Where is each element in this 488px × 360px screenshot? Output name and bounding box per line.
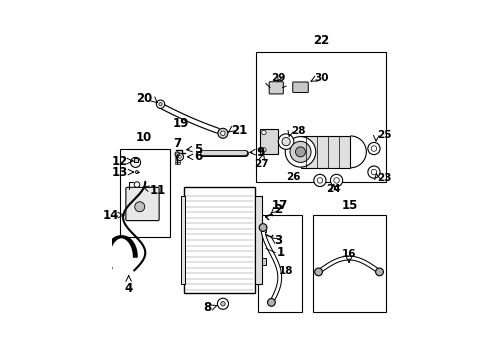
Text: 25: 25 [376,130,390,140]
Circle shape [218,128,227,138]
Circle shape [135,171,138,174]
Text: 18: 18 [278,266,292,275]
Text: 17: 17 [271,199,287,212]
Text: 11: 11 [149,184,165,197]
Bar [181,195,184,284]
Text: 26: 26 [286,172,300,182]
FancyBboxPatch shape [268,82,283,94]
Text: 8: 8 [203,301,211,314]
Text: 24: 24 [326,184,341,194]
Text: 10: 10 [136,131,152,144]
Text: 30: 30 [314,73,328,83]
Circle shape [367,166,379,178]
Bar [183,187,254,293]
Circle shape [217,298,228,309]
Text: 16: 16 [341,249,356,259]
Text: 12: 12 [112,154,128,167]
Bar [133,158,137,162]
Bar [260,129,278,154]
Circle shape [220,302,224,306]
Circle shape [134,182,140,187]
Circle shape [317,177,322,183]
Circle shape [261,130,265,135]
Circle shape [176,153,183,161]
Bar [174,158,179,159]
Bar [261,225,265,232]
Bar [174,156,179,157]
Circle shape [159,103,162,106]
Bar [312,215,386,312]
Circle shape [330,174,342,186]
Circle shape [313,174,325,186]
Circle shape [135,202,144,212]
Text: 13: 13 [112,166,128,179]
Circle shape [285,136,315,167]
FancyBboxPatch shape [125,187,159,221]
Bar [257,215,301,312]
Text: 22: 22 [312,34,329,48]
Circle shape [267,298,275,306]
Text: 23: 23 [377,173,391,183]
Circle shape [289,141,310,162]
Bar [254,195,261,284]
Circle shape [156,100,164,108]
Bar [300,136,350,168]
FancyBboxPatch shape [292,82,307,93]
Text: 3: 3 [274,234,282,247]
Circle shape [175,152,179,156]
Text: 20: 20 [136,92,152,105]
Text: 15: 15 [341,199,357,212]
Circle shape [278,134,293,149]
Circle shape [261,148,265,152]
Circle shape [259,224,266,231]
Text: 29: 29 [270,73,285,83]
Circle shape [370,169,376,175]
Circle shape [295,147,305,157]
Text: 4: 4 [124,282,133,294]
Text: 5: 5 [193,143,202,156]
Text: 19: 19 [173,117,189,130]
Text: 14: 14 [102,208,119,221]
Circle shape [314,268,322,276]
Bar [174,160,179,162]
Circle shape [375,268,383,276]
Text: 28: 28 [290,126,305,135]
Text: 1: 1 [276,246,285,259]
Bar [174,162,179,164]
Circle shape [220,131,224,135]
Circle shape [130,157,140,167]
Text: 21: 21 [231,124,247,137]
Circle shape [178,156,181,158]
Text: 6: 6 [193,150,202,163]
Circle shape [370,146,376,151]
Text: 27: 27 [253,159,268,169]
Circle shape [367,143,379,155]
Bar [261,258,265,265]
Text: 7: 7 [173,137,181,150]
Bar [120,149,170,237]
Circle shape [282,138,290,146]
Text: 2: 2 [274,203,282,216]
Text: 9: 9 [256,146,264,159]
Bar [256,51,386,182]
Circle shape [333,177,339,183]
